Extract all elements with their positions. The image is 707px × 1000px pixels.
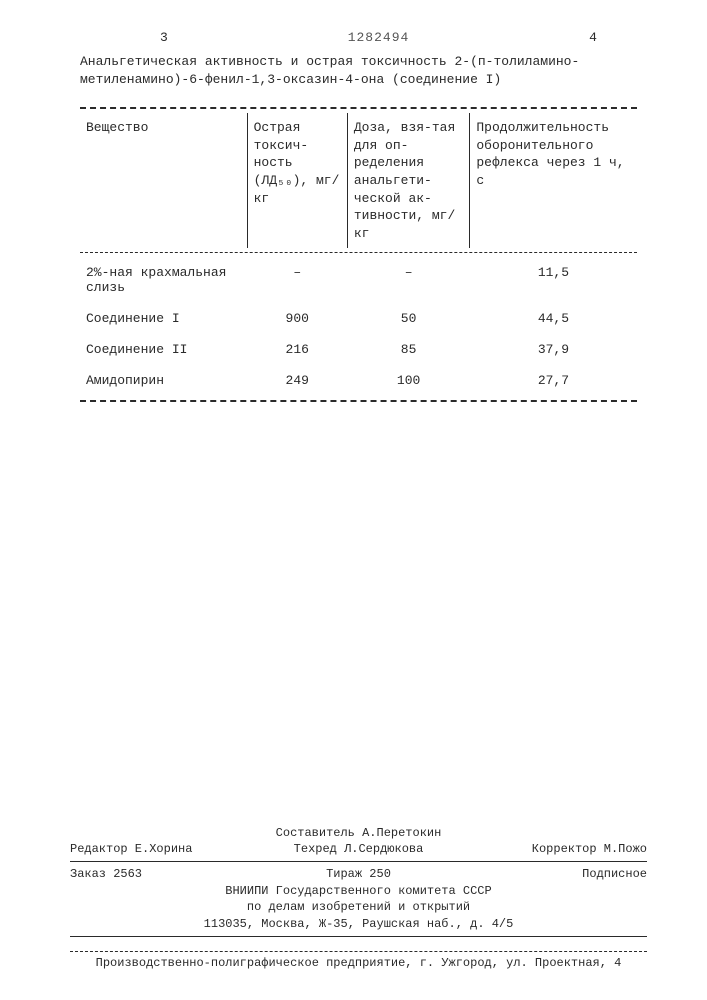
table-bottom-rule: [80, 400, 637, 402]
credits-row: Редактор Е.Хорина Техред Л.Сердюкова Кор…: [70, 840, 647, 858]
cell-reflex: 27,7: [470, 365, 637, 396]
cell-reflex: 44,5: [470, 303, 637, 334]
col-header-dose: Доза, взя-тая для оп-ределения анальгети…: [347, 113, 470, 248]
editor-label: Редактор Е.Хорина: [70, 842, 262, 856]
page-number-right: 4: [589, 30, 597, 45]
table-row: Соединение I 900 50 44,5: [80, 303, 637, 334]
organization-block: ВНИИПИ Государственного комитета СССР по…: [70, 883, 647, 933]
table-row: Амидопирин 249 100 27,7: [80, 365, 637, 396]
cell-reflex: 37,9: [470, 334, 637, 365]
order-row: Заказ 2563 Тираж 250 Подписное: [70, 865, 647, 883]
page-number-left: 3: [160, 30, 168, 45]
title-line-1: Анальгетическая активность и острая токс…: [80, 53, 637, 71]
cell-dose: 85: [347, 334, 470, 365]
cell-substance: Соединение II: [80, 334, 247, 365]
col-header-reflex: Продолжительность оборонительного рефлек…: [470, 113, 637, 248]
imprint-block: Составитель А.Перетокин Редактор Е.Хорин…: [70, 826, 647, 940]
credits-rule: [70, 861, 647, 862]
cell-substance: Соединение I: [80, 303, 247, 334]
cell-ld50: 900: [247, 303, 347, 334]
col-header-ld50: Острая токсич-ность (ЛД₅₀), мг/кг: [247, 113, 347, 248]
data-table-container: Вещество Острая токсич-ность (ЛД₅₀), мг/…: [80, 107, 637, 402]
cell-ld50: 249: [247, 365, 347, 396]
cell-ld50: 216: [247, 334, 347, 365]
table-caption: Анальгетическая активность и острая токс…: [80, 53, 637, 89]
title-line-2: метиленамино)-6-фенил-1,3-оксазин-4-она …: [80, 71, 637, 89]
printer-top-rule: [70, 951, 647, 952]
table-header-row: Вещество Острая токсич-ность (ЛД₅₀), мг/…: [80, 113, 637, 248]
table-row: Соединение II 216 85 37,9: [80, 334, 637, 365]
cell-ld50: –: [247, 257, 347, 303]
corrector-label: Корректор М.Пожо: [455, 842, 647, 856]
org-line-1: ВНИИПИ Государственного комитета СССР: [70, 883, 647, 900]
subscription-label: Подписное: [455, 867, 647, 881]
compiler-line: Составитель А.Перетокин: [70, 826, 647, 840]
cell-dose: 100: [347, 365, 470, 396]
print-run: Тираж 250: [262, 867, 454, 881]
cell-dose: 50: [347, 303, 470, 334]
page-header: 3 1282494 4: [80, 30, 637, 45]
document-number: 1282494: [348, 30, 410, 45]
org-line-3: 113035, Москва, Ж-35, Раушская наб., д. …: [70, 916, 647, 933]
data-table: Вещество Острая токсич-ность (ЛД₅₀), мг/…: [80, 113, 637, 248]
col-header-substance: Вещество: [80, 113, 247, 248]
table-row: 2%-ная крахмальная слизь – – 11,5: [80, 257, 637, 303]
order-number: Заказ 2563: [70, 867, 262, 881]
data-table-body: 2%-ная крахмальная слизь – – 11,5 Соедин…: [80, 257, 637, 396]
org-line-2: по делам изобретений и открытий: [70, 899, 647, 916]
cell-substance: Амидопирин: [80, 365, 247, 396]
printer-text: Производственно-полиграфическое предприя…: [70, 956, 647, 970]
cell-reflex: 11,5: [470, 257, 637, 303]
cell-dose: –: [347, 257, 470, 303]
cell-substance: 2%-ная крахмальная слизь: [80, 257, 247, 303]
table-header-rule: [80, 252, 637, 253]
org-rule: [70, 936, 647, 937]
printer-line: Производственно-полиграфическое предприя…: [70, 947, 647, 970]
table-top-rule: [80, 107, 637, 109]
tech-editor-label: Техред Л.Сердюкова: [262, 842, 454, 856]
